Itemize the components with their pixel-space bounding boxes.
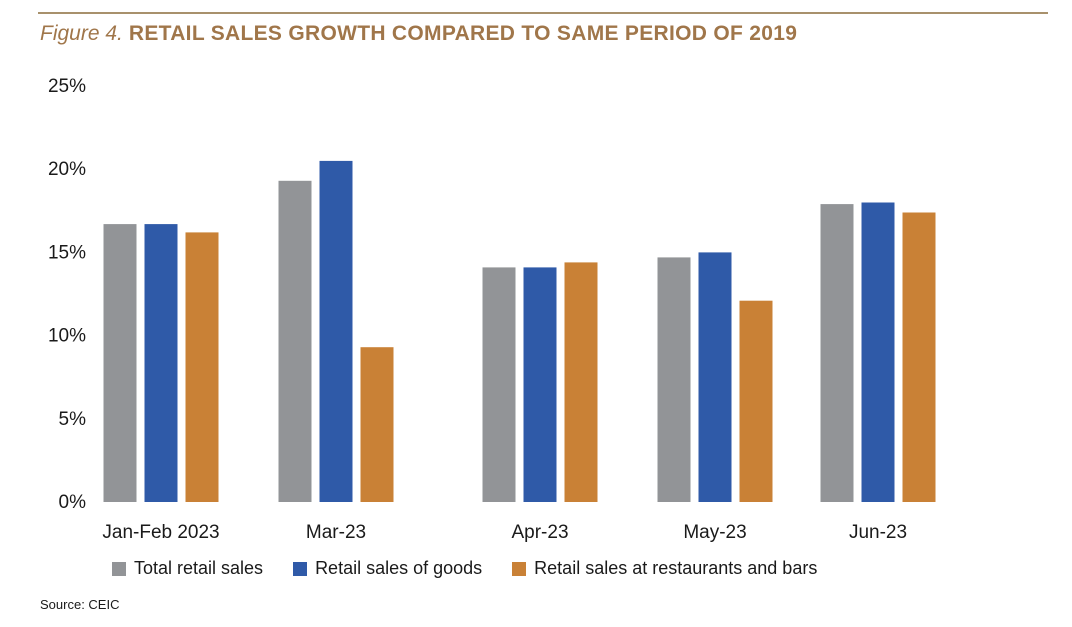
bar — [861, 202, 895, 502]
legend-label: Retail sales at restaurants and bars — [534, 558, 818, 578]
bar — [564, 262, 598, 502]
y-tick-label: 15% — [48, 242, 86, 263]
bar — [144, 224, 178, 502]
legend-label: Total retail sales — [134, 558, 264, 578]
legend-item: Retail sales at restaurants and bars — [512, 558, 817, 579]
legend-label: Retail sales of goods — [315, 558, 483, 578]
legend-item: Retail sales of goods — [293, 558, 482, 579]
bar — [698, 252, 732, 502]
y-tick-label: 25% — [48, 76, 86, 97]
y-tick-label: 10% — [48, 326, 86, 347]
bar — [739, 300, 773, 502]
legend-swatch — [512, 561, 527, 576]
bar — [902, 212, 936, 502]
legend-swatch — [293, 561, 308, 576]
x-category-label: May-23 — [683, 522, 746, 543]
y-tick-label: 0% — [59, 492, 87, 513]
y-tick-label: 5% — [59, 409, 87, 430]
x-category-label: Mar-23 — [306, 522, 366, 543]
bar — [103, 224, 137, 502]
chart-legend: Total retail sales Retail sales of goods R… — [112, 558, 847, 579]
y-tick-label: 20% — [48, 159, 86, 180]
bar — [523, 267, 557, 502]
legend-swatch — [112, 561, 126, 576]
bar — [482, 267, 516, 502]
legend-item: Total retail sales — [112, 558, 263, 579]
bar — [820, 204, 854, 502]
bar — [319, 160, 353, 502]
x-category-label: Jun-23 — [849, 522, 907, 543]
figure-title: Figure 4. RETAIL SALES GROWTH COMPARED TO… — [40, 22, 797, 46]
top-rule — [38, 12, 1048, 14]
figure-title-text: RETAIL SALES GROWTH COMPARED TO SAME PER… — [128, 22, 798, 45]
bar — [657, 257, 691, 502]
bar — [185, 232, 219, 502]
bar — [278, 180, 312, 503]
bar — [360, 347, 394, 502]
figure-number: Figure 4. — [40, 22, 123, 45]
x-category-label: Apr-23 — [511, 522, 568, 543]
source-note: Source: CEIC — [40, 597, 120, 612]
x-category-label: Jan-Feb 2023 — [102, 522, 219, 543]
